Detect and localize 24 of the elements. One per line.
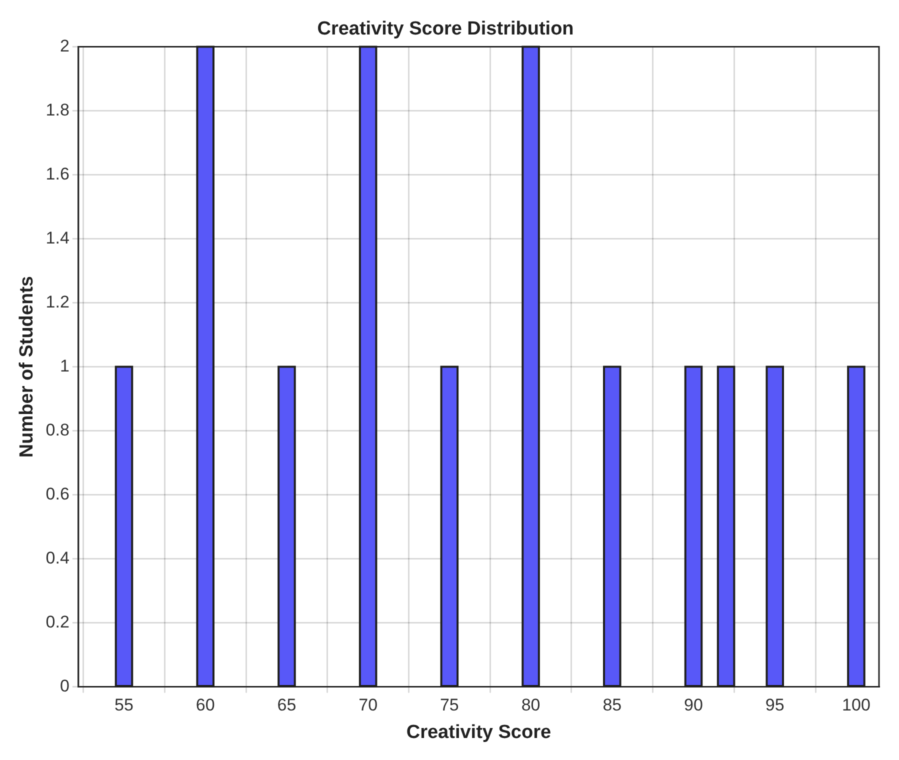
x-tick-label: 85 [602, 696, 622, 715]
x-tick-label: 80 [521, 696, 540, 715]
y-tick-label: 1.2 [46, 292, 70, 312]
x-tick-label: 65 [277, 696, 296, 715]
y-tick-label: 0 [60, 676, 70, 696]
y-tick-label: 1.6 [46, 164, 70, 184]
x-tick-label: 90 [684, 696, 703, 715]
x-tick-label: 75 [440, 696, 459, 715]
y-axis-title: Number of Students [16, 276, 38, 458]
x-tick-label: 70 [358, 696, 378, 715]
y-tick-label: 0.8 [46, 420, 70, 440]
x-tick-label: 100 [842, 696, 870, 715]
x-tick-label: 55 [114, 696, 134, 715]
x-tick-label: 95 [765, 696, 784, 715]
y-tick-label: 1.4 [46, 228, 70, 248]
y-tick-label: 0.6 [46, 484, 70, 504]
y-tick-label: 0.2 [46, 612, 70, 632]
x-tick-label: 60 [196, 696, 215, 715]
y-tick-label: 0.4 [46, 548, 70, 568]
y-tick-label: 2 [60, 36, 70, 56]
x-axis-title: Creativity Score [406, 722, 552, 743]
y-tick-label: 1 [60, 356, 70, 376]
chart-title: Creativity Score Distribution [317, 18, 574, 40]
y-tick-label: 1.8 [46, 100, 70, 120]
